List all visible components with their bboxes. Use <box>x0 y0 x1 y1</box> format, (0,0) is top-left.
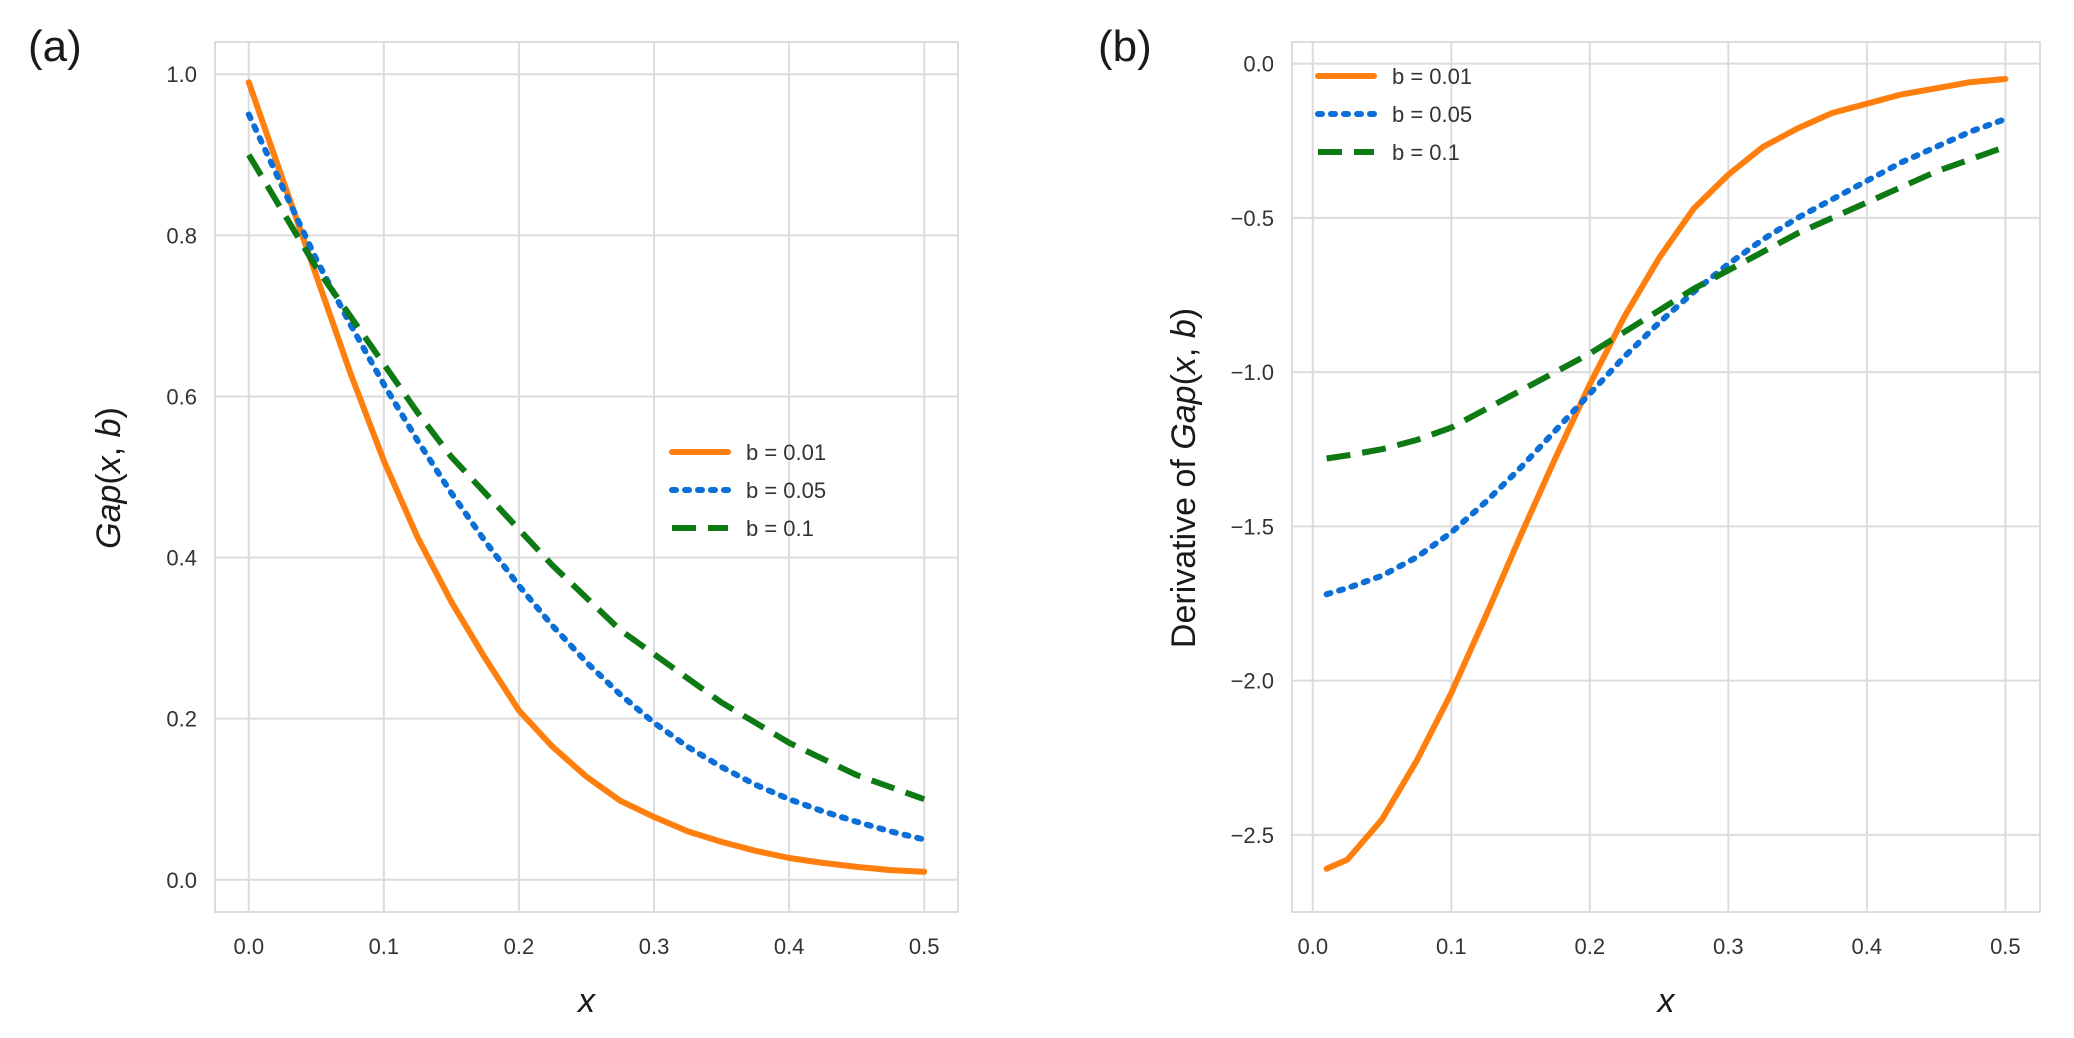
x-tick-label: 0.0 <box>233 934 264 959</box>
x-tick-label: 0.1 <box>1436 934 1467 959</box>
y-axis-label-part: x <box>1165 356 1203 376</box>
y-axis-label-part: b <box>90 418 128 437</box>
y-tick-label: −2.5 <box>1231 823 1274 848</box>
y-axis-label-part: , <box>1165 338 1203 357</box>
y-axis-label-part: b <box>1165 319 1203 338</box>
legend-entry: b = 0.1 <box>1392 140 1460 165</box>
legend-entry: b = 0.01 <box>746 440 826 465</box>
y-tick-label: 1.0 <box>166 62 197 87</box>
y-axis-label-part: Gap <box>90 485 128 549</box>
y-tick-label: −1.5 <box>1231 514 1274 539</box>
y-tick-label: −1.0 <box>1231 360 1274 385</box>
x-tick-label: 0.4 <box>1852 934 1883 959</box>
plot-frame <box>214 41 959 913</box>
x-tick-label: 0.3 <box>1713 934 1744 959</box>
y-tick-label: 0.4 <box>166 546 197 571</box>
series-line-1 <box>1323 76 2009 872</box>
y-axis-label-part: ) <box>1165 308 1203 319</box>
panel-label-a: (a) <box>28 22 82 71</box>
y-tick-label: 0.2 <box>166 707 197 732</box>
chart-panel-b: 0.0 0.1 0.2 0.3 0.4 0.5 0.0 −0.5 −1.0 −1.5 −2.0 −2.… <box>1165 41 2041 1020</box>
series-line-3 <box>246 153 926 803</box>
series-line-1 <box>245 79 928 875</box>
legend-entry: b = 0.01 <box>1392 64 1472 89</box>
legend-entry: b = 0.1 <box>746 516 814 541</box>
legend-entry: b = 0.05 <box>746 478 826 503</box>
x-tick-label: 0.2 <box>504 934 535 959</box>
y-axis-label-part: ( <box>1165 373 1203 385</box>
y-axis-label-part: Gap <box>1165 385 1203 449</box>
y-tick-label: −2.0 <box>1231 669 1274 694</box>
y-tick-label: −0.5 <box>1231 206 1274 231</box>
chart-panel-a: 0.0 0.1 0.2 0.3 0.4 0.50.00.20.40.60.81.0xGap… <box>90 41 959 1020</box>
x-tick-label: 0.0 <box>1297 934 1328 959</box>
y-tick-label: 0.0 <box>166 868 197 893</box>
x-tick-label: 0.3 <box>639 934 670 959</box>
y-axis-label-part: x <box>90 455 128 475</box>
series-line-2 <box>1323 116 2009 598</box>
y-axis-label: Gap(x, b) <box>90 407 128 549</box>
y-axis-label-part: ( <box>90 473 128 485</box>
y-axis-label: Derivative of Gap(x, b) <box>1165 308 1203 648</box>
x-tick-label: 0.1 <box>369 934 400 959</box>
y-axis-label-part: ) <box>90 407 128 418</box>
x-tick-label: 0.4 <box>774 934 805 959</box>
y-axis-label-part: , <box>90 437 128 456</box>
panel-label-b: (b) <box>1098 22 1152 71</box>
y-tick-label: 0.0 <box>1243 52 1274 77</box>
plot-frame <box>1291 41 2041 913</box>
y-tick-label: 0.8 <box>166 223 197 248</box>
x-axis-label: x <box>576 982 596 1020</box>
series-line-3 <box>1326 144 2007 462</box>
y-axis-label-part: Derivative of <box>1165 450 1203 648</box>
y-tick-label: 0.6 <box>166 384 197 409</box>
legend-entry: b = 0.05 <box>1392 102 1472 127</box>
x-tick-label: 0.5 <box>1990 934 2021 959</box>
x-axis-label: x <box>1656 982 1676 1020</box>
x-tick-label: 0.2 <box>1575 934 1606 959</box>
x-tick-label: 0.5 <box>909 934 940 959</box>
